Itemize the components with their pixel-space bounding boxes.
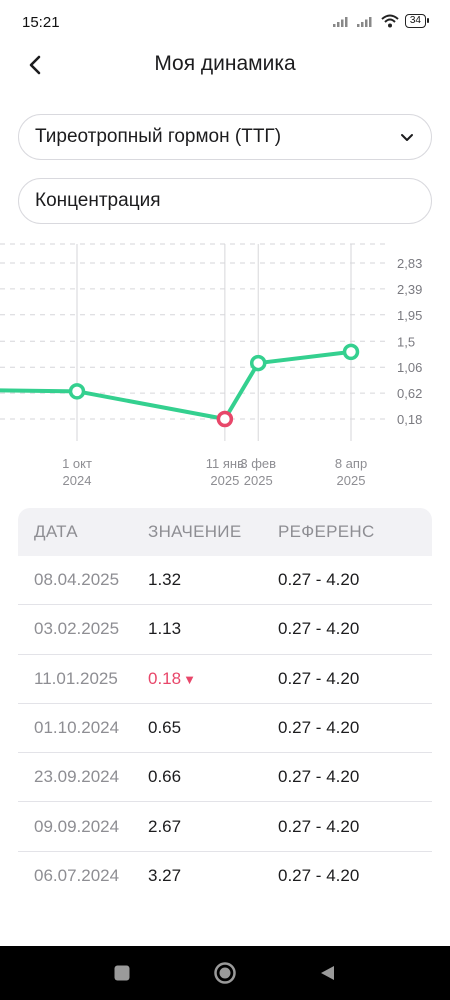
recents-button[interactable] (102, 953, 142, 993)
col-header-reference: РЕФЕРЕНС (278, 522, 375, 541)
row-value: 0.18 (148, 668, 182, 688)
table-row: 23.09.2024 0.66 0.27 - 4.20 (18, 753, 432, 803)
row-date: 09.09.2024 (34, 816, 120, 836)
x-tick-label: 11 янв (206, 456, 244, 471)
table-row: 09.09.2024 2.67 0.27 - 4.20 (18, 802, 432, 852)
header: Моя динамика (0, 44, 450, 94)
row-value: 2.67 (148, 816, 182, 836)
home-button[interactable] (205, 953, 245, 993)
table-row: 03.02.2025 1.13 0.27 - 4.20 (18, 605, 432, 655)
table-row: 01.10.2024 0.65 0.27 - 4.20 (18, 704, 432, 754)
chevron-down-icon (401, 134, 413, 141)
row-date: 11.01.2025 (34, 668, 118, 688)
row-date: 23.09.2024 (34, 767, 120, 787)
signal-icon (356, 17, 372, 27)
recents-icon (114, 965, 130, 981)
status-icons: 34 (332, 14, 430, 28)
x-tick-label: 1 окт (62, 456, 92, 471)
x-tick-label: 2025 (337, 473, 366, 488)
col-header-value: ЗНАЧЕНИЕ (148, 522, 242, 541)
table-header: ДАТА ЗНАЧЕНИЕ РЕФЕРЕНС (18, 508, 432, 556)
back-triangle-icon (321, 966, 335, 980)
analyte-select[interactable]: Тиреотропный гормон (ТТГ) (18, 114, 432, 160)
back-button[interactable] (20, 50, 50, 80)
row-value-cell: 0.18 ▼ (148, 669, 278, 689)
y-tick-label: 1,95 (397, 308, 422, 323)
metric-select[interactable]: Концентрация (18, 178, 432, 224)
row-value: 0.66 (148, 767, 182, 787)
row-reference: 0.27 - 4.20 (278, 718, 360, 738)
wifi-icon (381, 14, 399, 28)
table-row: 11.01.2025 0.18 ▼ 0.27 - 4.20 (18, 655, 432, 704)
row-date: 01.10.2024 (34, 718, 120, 738)
row-value-cell: 1.13 (148, 619, 278, 639)
results-table: ДАТА ЗНАЧЕНИЕ РЕФЕРЕНС 08.04.2025 1.32 0.2… (18, 508, 432, 901)
table-row: 06.07.2024 3.27 0.27 - 4.20 (18, 852, 432, 901)
data-point (216, 410, 234, 428)
table-row: 08.04.2025 1.32 0.27 - 4.20 (18, 556, 432, 606)
status-time: 15:21 (22, 14, 60, 31)
row-date: 08.04.2025 (34, 570, 120, 590)
col-header-date: ДАТА (34, 522, 78, 541)
y-tick-label: 0,18 (397, 412, 422, 427)
row-reference: 0.27 - 4.20 (278, 619, 360, 639)
x-tick-label: 2025 (244, 473, 273, 488)
row-value: 1.13 (148, 619, 182, 639)
x-tick-label: 3 фев (240, 456, 276, 471)
chevron-left-icon (29, 55, 41, 75)
row-value: 3.27 (148, 866, 182, 886)
row-date: 03.02.2025 (34, 619, 120, 639)
status-bar: 15:21 34 (0, 0, 450, 44)
y-tick-label: 2,39 (397, 282, 422, 297)
row-value: 0.65 (148, 718, 182, 738)
y-tick-label: 2,83 (397, 256, 422, 271)
home-icon (214, 962, 236, 984)
row-reference: 0.27 - 4.20 (278, 866, 360, 886)
row-value-cell: 0.66 (148, 767, 278, 787)
back-nav-button[interactable] (308, 953, 348, 993)
y-tick-label: 0,62 (397, 386, 422, 401)
row-value-cell: 1.32 (148, 570, 278, 590)
series-line (0, 349, 353, 421)
row-value-cell: 3.27 (148, 866, 278, 886)
row-value-cell: 2.67 (148, 817, 278, 837)
row-value: 1.32 (148, 570, 182, 590)
x-tick-label: 8 апр (335, 456, 367, 471)
row-reference: 0.27 - 4.20 (278, 668, 360, 688)
x-tick-label: 2024 (63, 473, 92, 488)
system-nav-bar (0, 946, 450, 1000)
row-reference: 0.27 - 4.20 (278, 816, 360, 836)
metric-select-value: Концентрация (35, 190, 161, 211)
row-reference: 0.27 - 4.20 (278, 767, 360, 787)
y-tick-label: 1,06 (397, 360, 422, 375)
table-body: 08.04.2025 1.32 0.27 - 4.20 03.02.2025 1.13 0… (18, 556, 432, 901)
x-tick-label: 2025 (210, 473, 239, 488)
row-value-cell: 0.65 (148, 718, 278, 738)
battery-icon: 34 (404, 14, 430, 28)
data-point (68, 383, 86, 400)
chart: 2,83 2,39 1,95 1,5 1,06 0,62 0,18 1 окт 2024 11 … (0, 236, 450, 496)
low-indicator-icon: ▼ (183, 671, 196, 687)
row-date: 06.07.2024 (34, 866, 120, 886)
data-point (342, 343, 360, 361)
row-reference: 0.27 - 4.20 (278, 570, 360, 590)
analyte-select-value: Тиреотропный гормон (ТТГ) (35, 126, 282, 147)
y-tick-label: 1,5 (397, 334, 415, 349)
signal-icon (332, 17, 348, 27)
page-title: Моя динамика (154, 52, 296, 75)
chart-svg: 2,83 2,39 1,95 1,5 1,06 0,62 0,18 1 окт 2024 11 … (0, 243, 422, 488)
data-point (249, 354, 267, 372)
